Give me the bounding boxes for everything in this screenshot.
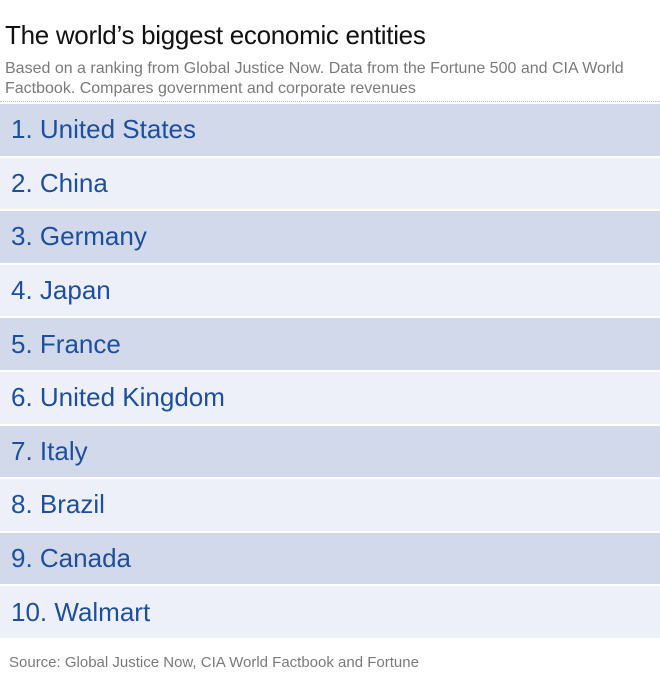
row-label: 2. China [11,167,108,198]
row-label: 1. United States [11,114,196,145]
ranking-table: 1. United States 2. China 3. Germany 4. … [0,104,660,640]
row-label: 5. France [11,328,121,359]
table-row: 9. Canada [0,532,660,585]
row-label: 3. Germany [11,221,147,252]
source-note: Source: Global Justice Now, CIA World Fa… [9,654,419,671]
row-label: 10. Walmart [11,596,151,627]
table-row: 8. Brazil [0,479,660,531]
divider [0,101,660,102]
row-label: 4. Japan [11,275,111,306]
row-label: 9. Canada [11,543,131,574]
table-row: 2. China [0,157,660,210]
chart-subtitle: Based on a ranking from Global Justice N… [5,60,624,97]
table-row: 10. Walmart [0,586,660,638]
row-label: 8. Brazil [11,489,105,520]
table-row: 4. Japan [0,264,660,317]
table-row: 7. Italy [0,425,660,478]
row-label: 6. United Kingdom [11,382,225,413]
chart-title: The world’s biggest economic entities [5,20,426,50]
table-row: 3. Germany [0,211,660,263]
table-row: 1. United States [0,104,660,156]
table-row: 6. United Kingdom [0,371,660,424]
table-row: 5. France [0,318,660,370]
row-label: 7. Italy [11,435,88,466]
